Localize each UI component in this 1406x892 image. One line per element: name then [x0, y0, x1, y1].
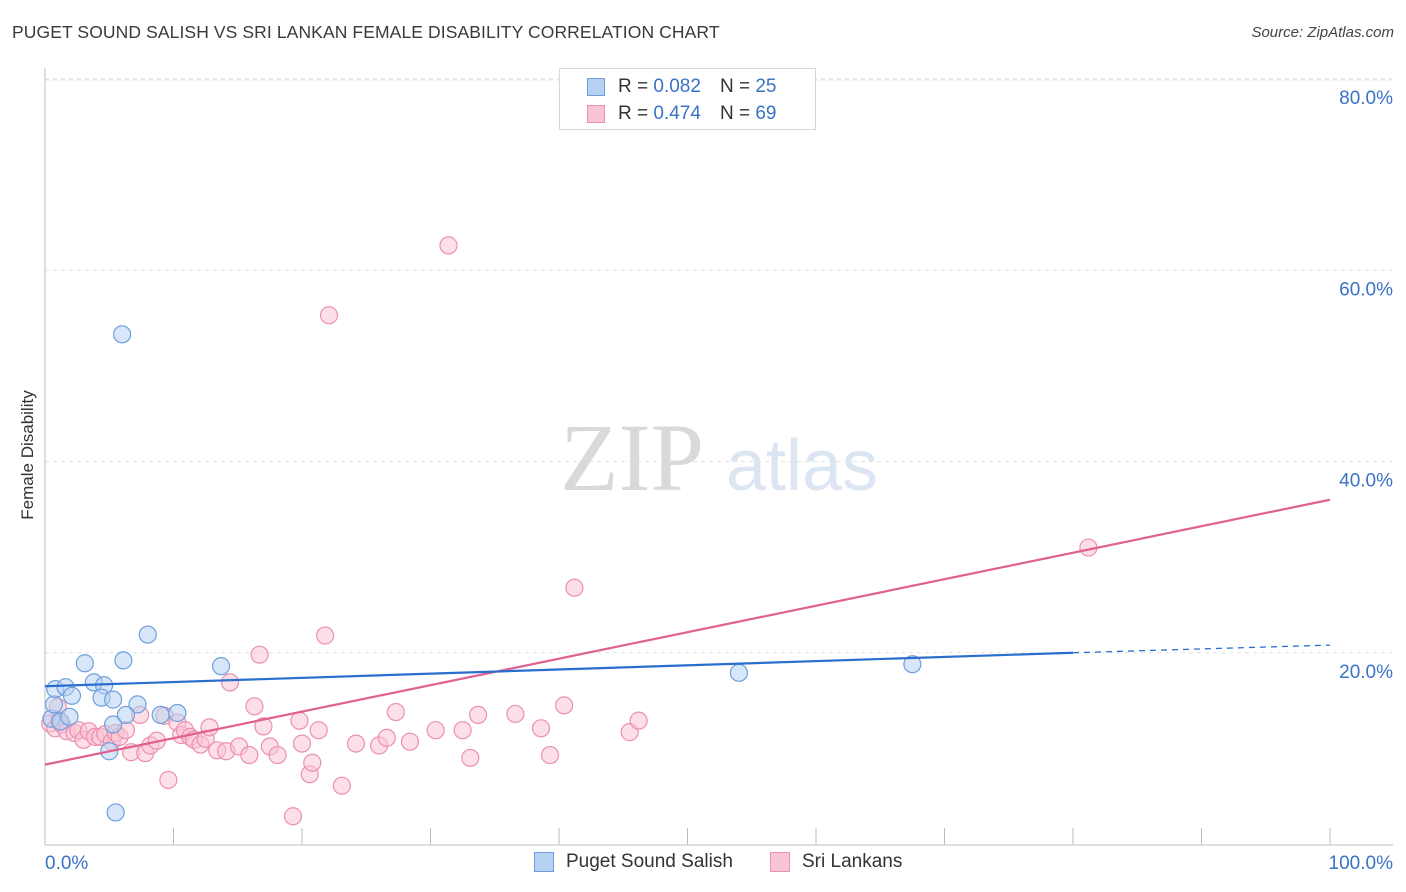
chart-title: PUGET SOUND SALISH VS SRI LANKAN FEMALE … [12, 22, 720, 42]
r-label: R = [618, 103, 649, 124]
sri-lankans-point [377, 728, 396, 747]
puget-n-value: 25 [755, 76, 777, 97]
sri-lankans-trend-line [44, 498, 1331, 766]
sri-lankans-r-value: 0.474 [653, 103, 701, 124]
puget-point [138, 625, 157, 644]
sri-lankans-point [346, 734, 366, 753]
sri-lankans-point [332, 776, 351, 795]
sri-lankans-point [268, 745, 287, 765]
sri-lankans-point [240, 745, 259, 765]
tick-labels: 20.0% 40.0% 60.0% 80.0% 0.0% 100.0% [45, 88, 1393, 874]
watermark-zip: ZIP [560, 404, 704, 511]
sri-lankans-point [386, 702, 405, 722]
sri-lankans-point [283, 807, 303, 826]
sri-lankans-point [400, 732, 420, 751]
series-puget-sound-salish [42, 325, 922, 822]
y-tick-label: 80.0% [1339, 88, 1393, 109]
sri-lankans-point [506, 704, 525, 724]
puget-swatch [587, 78, 605, 96]
puget-r-value: 0.082 [653, 76, 701, 97]
series-legend: Puget Sound Salish Sri Lankans [0, 851, 1406, 877]
sri-lankans-point [629, 711, 648, 730]
sri-lankans-swatch [587, 105, 605, 123]
sri-lankans-point [319, 306, 339, 325]
puget-point [903, 655, 922, 674]
sri-lankans-swatch [770, 852, 790, 872]
puget-swatch [534, 852, 554, 872]
sri-lankans-point [565, 578, 584, 597]
sri-lankans-point [220, 673, 240, 692]
sri-lankans-point [439, 236, 458, 255]
n-label: N = [719, 76, 751, 97]
puget-point [211, 657, 231, 676]
puget-point [168, 703, 187, 723]
puget-point [729, 663, 749, 682]
n-label: N = [719, 103, 751, 124]
sri-lankans-point [290, 711, 309, 730]
puget-point [60, 707, 79, 726]
puget-point [116, 705, 136, 725]
grid [45, 78, 1392, 654]
sri-lankans-point [555, 696, 574, 715]
sri-lankans-point [159, 770, 178, 790]
sri-lankans-point [309, 721, 328, 740]
x-tick-label-min: 0.0% [45, 853, 88, 874]
legend-row-sri-lankans: R = 0.474 N = 69 [587, 103, 776, 125]
sri-lankans-point [303, 753, 322, 772]
puget-point [75, 654, 94, 673]
sri-lankans-point [316, 626, 335, 645]
y-tick-label: 20.0% [1339, 662, 1393, 683]
series-sri-lankans [41, 236, 1098, 826]
watermark-atlas: atlas [726, 426, 878, 506]
r-label: R = [618, 76, 649, 97]
puget-trend-line [44, 651, 1074, 688]
puget-point [151, 705, 170, 725]
legend-item-puget[interactable]: Puget Sound Salish [534, 851, 733, 873]
source-credit: Source: ZipAtlas.com [1251, 24, 1394, 41]
sri-lankans-point [468, 705, 488, 725]
x-tick-label-max: 100.0% [1329, 853, 1394, 874]
puget-point [44, 695, 64, 714]
sri-lankans-point [200, 718, 219, 737]
sri-lankans-point [292, 734, 312, 753]
puget-point [106, 803, 125, 822]
y-tick-label: 60.0% [1339, 279, 1393, 300]
sri-lankans-point [245, 697, 264, 716]
puget-trend-extension [1072, 644, 1331, 654]
puget-point [62, 686, 82, 705]
puget-legend-label: Puget Sound Salish [566, 851, 733, 872]
puget-point [104, 715, 123, 734]
puget-point [112, 325, 132, 344]
legend-row-puget: R = 0.082 N = 25 [587, 76, 776, 98]
sri-lankans-point [250, 645, 269, 664]
y-axis-label: Female Disability [18, 390, 37, 520]
sri-lankans-point [453, 721, 472, 740]
trend-lines [44, 498, 1331, 766]
sri-lankans-n-value: 69 [755, 103, 777, 124]
axes [44, 68, 1393, 846]
sri-lankans-point [461, 748, 480, 768]
puget-point [128, 695, 147, 714]
sri-lankans-point [254, 717, 273, 736]
sri-lankans-point [540, 745, 560, 765]
sri-lankans-legend-label: Sri Lankans [802, 851, 903, 872]
puget-point [114, 651, 133, 670]
puget-point [104, 690, 123, 709]
watermark: ZIP atlas [560, 404, 878, 511]
correlation-legend: R = 0.082 N = 25 R = 0.474 N = 69 [559, 68, 816, 130]
sri-lankans-point [426, 721, 445, 740]
sri-lankans-point [531, 719, 551, 738]
y-tick-label: 40.0% [1339, 471, 1393, 492]
legend-item-sri-lankans[interactable]: Sri Lankans [770, 851, 902, 873]
